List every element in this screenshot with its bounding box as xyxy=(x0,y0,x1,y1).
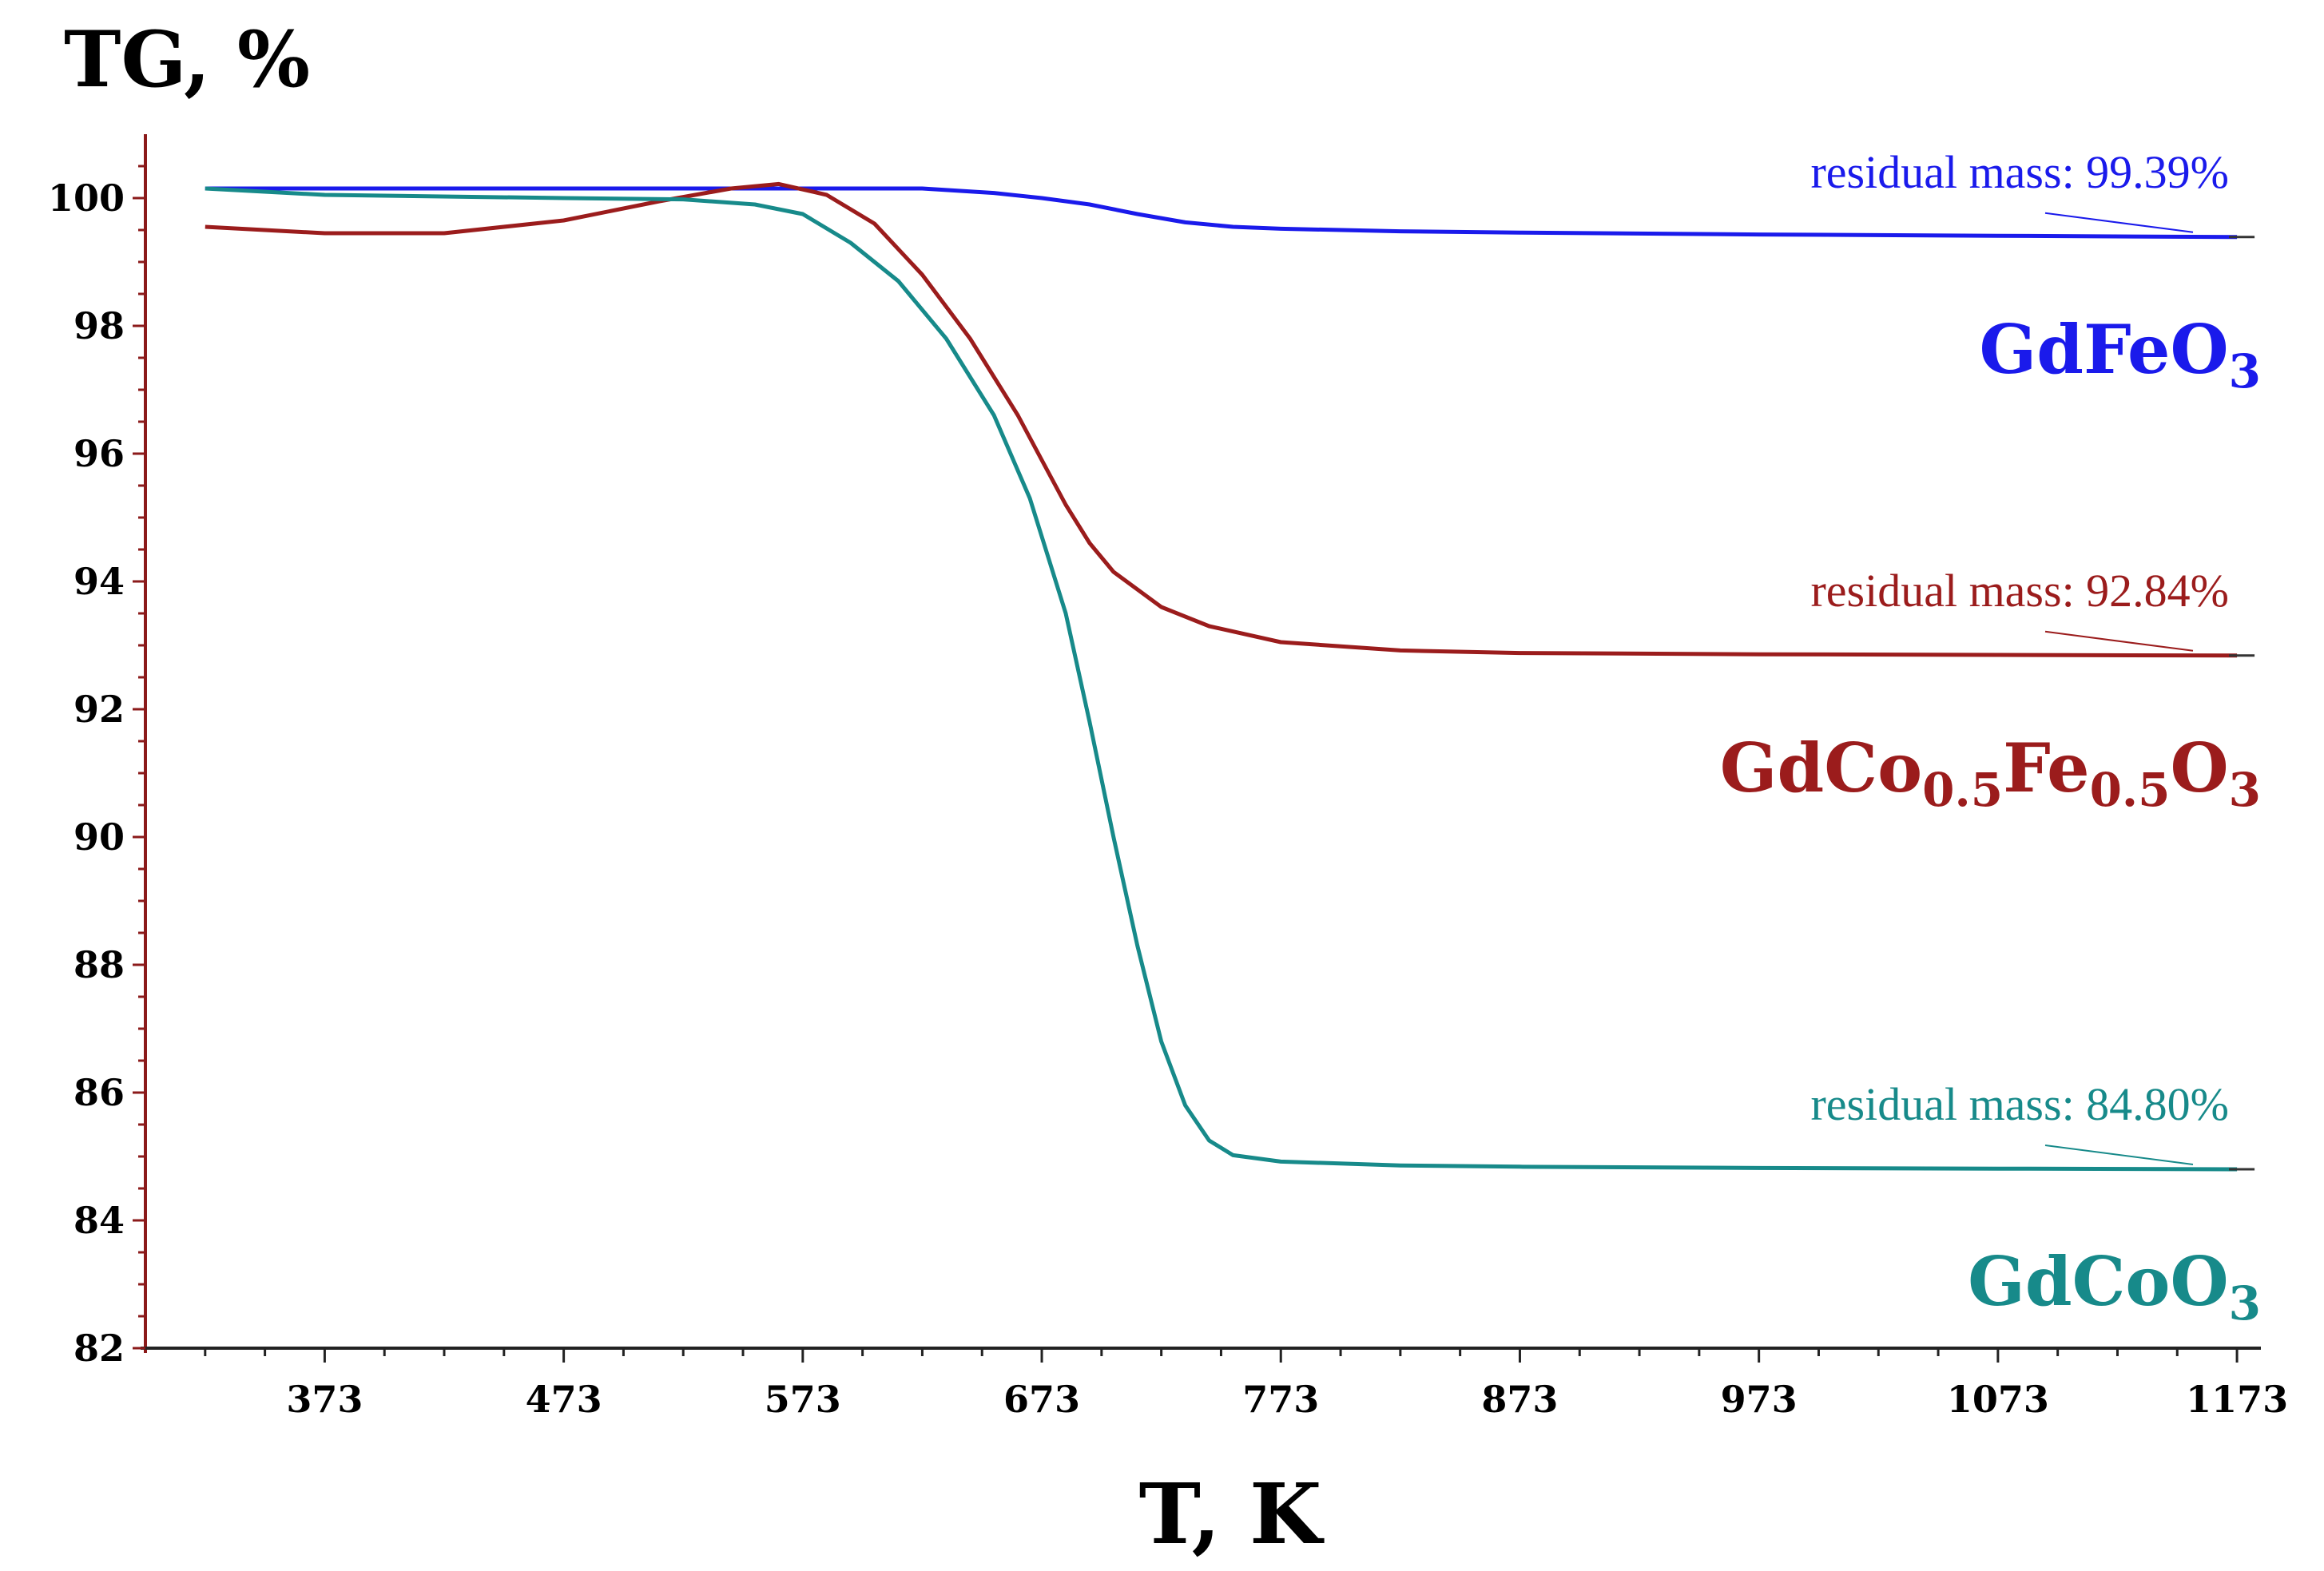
label-text: O xyxy=(2170,1242,2228,1321)
residual-mass-annotation: residual mass: 92.84% xyxy=(1810,565,2229,617)
y-tick-label: 86 xyxy=(73,1071,125,1114)
x-axis-title: T, K xyxy=(1139,1465,1325,1563)
x-tick-label: 973 xyxy=(1721,1378,1798,1421)
y-tick-label: 88 xyxy=(73,943,125,986)
x-tick-label: 473 xyxy=(526,1378,602,1421)
x-tick-label: 1173 xyxy=(2186,1378,2288,1421)
x-tick-label: 373 xyxy=(286,1378,363,1421)
label-subscript: 3 xyxy=(2229,1276,2261,1331)
y-tick-label: 92 xyxy=(73,688,125,731)
y-tick-label: 90 xyxy=(73,815,125,859)
y-tick-label: 96 xyxy=(73,432,125,475)
label-subscript: 3 xyxy=(2229,763,2261,817)
y-tick-label: 100 xyxy=(48,177,125,220)
label-text: O xyxy=(2170,728,2228,807)
series-compound-label: GdCo0.5Fe0.5O3 xyxy=(1720,728,2261,817)
y-tick-label: 94 xyxy=(73,560,125,603)
series-line-2 xyxy=(205,186,2238,1172)
label-text: GdFeO xyxy=(1980,310,2229,389)
annotation-leader-line xyxy=(2044,630,2194,652)
y-tick-label: 84 xyxy=(73,1199,125,1242)
x-tick-label: 873 xyxy=(1481,1378,1558,1421)
axes: 82 84 86 88 90 92 94 96 98 100 373 473 573 673 773 873 9… xyxy=(48,134,2288,1421)
label-text: GdCo xyxy=(1720,728,1922,807)
series-lines xyxy=(205,181,2255,1172)
series-line-1 xyxy=(205,181,2238,658)
label-text: Fe xyxy=(2003,728,2090,807)
residual-mass-annotation: residual mass: 84.80% xyxy=(1810,1078,2229,1130)
label-subscript: 3 xyxy=(2229,344,2261,399)
label-subscript: 0.5 xyxy=(1922,763,2003,817)
y-tick-label: 82 xyxy=(73,1327,125,1370)
label-subscript: 0.5 xyxy=(2090,763,2171,817)
x-tick-label: 1073 xyxy=(1947,1378,2049,1421)
series-compound-label: GdCoO3 xyxy=(1968,1242,2261,1331)
y-axis-title: TG, % xyxy=(64,14,310,105)
annotation-leader-line xyxy=(2044,212,2194,233)
residual-mass-annotation: residual mass: 99.39% xyxy=(1810,146,2229,198)
x-tick-label: 773 xyxy=(1242,1378,1319,1421)
x-tick-label: 673 xyxy=(1003,1378,1080,1421)
x-tick-label: 573 xyxy=(765,1378,841,1421)
label-text: GdCo xyxy=(1968,1242,2170,1321)
annotation-leader-line xyxy=(2044,1145,2194,1165)
series-compound-label: GdFeO3 xyxy=(1980,310,2262,399)
y-tick-label: 98 xyxy=(73,304,125,347)
